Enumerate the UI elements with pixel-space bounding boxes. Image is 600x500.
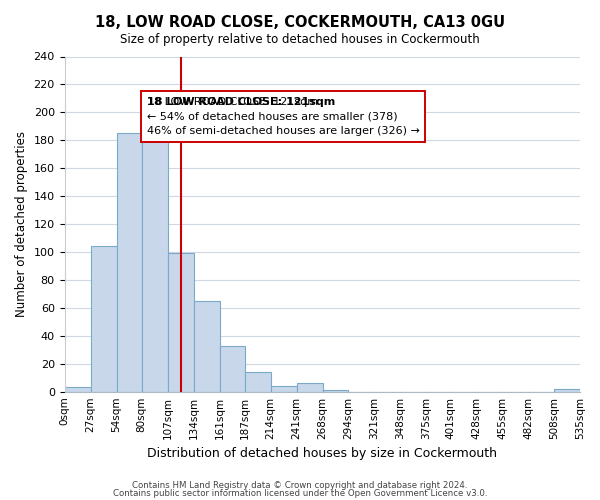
Y-axis label: Number of detached properties: Number of detached properties bbox=[15, 131, 28, 317]
Bar bbox=[271, 386, 297, 392]
Text: Size of property relative to detached houses in Cockermouth: Size of property relative to detached ho… bbox=[120, 32, 480, 46]
Bar bbox=[323, 390, 348, 392]
Bar bbox=[220, 346, 245, 392]
Text: 18 LOW ROAD CLOSE: 121sqm: 18 LOW ROAD CLOSE: 121sqm bbox=[147, 96, 335, 106]
Text: 18 LOW ROAD CLOSE: 121sqm
← 54% of detached houses are smaller (378)
46% of semi: 18 LOW ROAD CLOSE: 121sqm ← 54% of detac… bbox=[147, 96, 420, 136]
Text: 18, LOW ROAD CLOSE, COCKERMOUTH, CA13 0GU: 18, LOW ROAD CLOSE, COCKERMOUTH, CA13 0G… bbox=[95, 15, 505, 30]
Text: Contains public sector information licensed under the Open Government Licence v3: Contains public sector information licen… bbox=[113, 489, 487, 498]
Bar bbox=[91, 246, 116, 392]
Bar bbox=[142, 125, 167, 392]
Bar bbox=[245, 372, 271, 392]
Bar bbox=[116, 134, 142, 392]
Bar bbox=[297, 384, 323, 392]
Bar bbox=[194, 301, 220, 392]
Bar bbox=[554, 389, 580, 392]
Text: Contains HM Land Registry data © Crown copyright and database right 2024.: Contains HM Land Registry data © Crown c… bbox=[132, 480, 468, 490]
Bar bbox=[167, 254, 194, 392]
Bar bbox=[65, 388, 91, 392]
X-axis label: Distribution of detached houses by size in Cockermouth: Distribution of detached houses by size … bbox=[147, 447, 497, 460]
